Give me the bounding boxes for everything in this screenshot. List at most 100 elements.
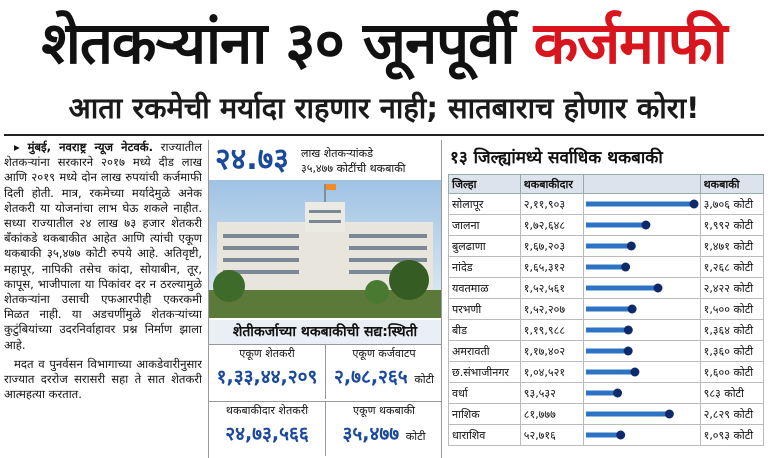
- bar-chart: [585, 409, 674, 419]
- amount-dot: [664, 409, 674, 419]
- defaulter-count: ९३,५३२: [519, 382, 584, 404]
- defaulter-count: ८१,७७७: [519, 403, 584, 425]
- table-row: परभणी १,५२,२०७ १,५०० कोटी: [448, 298, 765, 320]
- amount-dot: [620, 262, 630, 272]
- headline: शेतकऱ्यांना ३० जूनपूर्वी कर्जमाफी: [0, 0, 768, 86]
- building-photo: [209, 180, 441, 318]
- bar-cell: [582, 340, 701, 362]
- subheadline: आता रकमेची मर्यादा राहणार नाही; सातबाराच…: [68, 91, 700, 125]
- header-cell: थकबाकी: [699, 174, 765, 194]
- highlight-number: २४.७३: [215, 142, 289, 177]
- defaulter-count: १,६५,३१२: [519, 256, 584, 278]
- status-label: एकूण थकबाकी: [353, 404, 415, 417]
- defaulter-count: १,०४,५२१: [519, 361, 584, 383]
- status-value: २,७८,२६५ कोटी: [326, 363, 442, 394]
- amount-dot: [627, 304, 637, 314]
- amount-dot: [653, 283, 663, 293]
- headline-red: कर्जमाफी: [533, 9, 728, 77]
- bar-chart: [585, 346, 633, 356]
- bar-chart: [585, 325, 633, 335]
- defaulter-count: १,५२,५६१: [519, 277, 584, 299]
- article: ▸ मुंबई, नवराष्ट्र न्यूज नेटवर्क. राज्या…: [4, 140, 202, 458]
- table-body: सोलापूर २,११,९०३ ३,७०६ कोटी जालना १,७२,६४८ १,…: [448, 193, 765, 446]
- bar-chart: [585, 283, 663, 293]
- bar-chart: [585, 199, 699, 209]
- defaulter-count: १,७२,६४८: [519, 214, 584, 236]
- district-name: छ.संभाजीनगर: [448, 361, 521, 383]
- status-cell: एकूण शेतकरी १,३३,४४,२०९: [209, 344, 325, 399]
- bar-cell: [582, 193, 701, 215]
- table-row: सोलापूर २,११,९०३ ३,७०६ कोटी: [448, 193, 765, 215]
- status-value: २४,७३,५६६: [209, 420, 325, 448]
- paragraph: मदत व पुनर्वसन विभागाच्या आकडेवारीनुसार …: [4, 356, 202, 402]
- amount-label: १,३६४ कोटी: [699, 319, 765, 341]
- bar-chart: [585, 262, 630, 272]
- bar-cell: [582, 214, 701, 236]
- defaulter-count: १,६७,२०३: [519, 235, 584, 257]
- table-row: धाराशिव ५२,७१६ १,०९३ कोटी: [448, 424, 765, 446]
- bar-chart: [585, 388, 622, 398]
- amount-label: २,८२९ कोटी: [699, 403, 765, 425]
- district-name: वर्धा: [448, 382, 521, 404]
- bar-cell: [582, 319, 701, 341]
- district-name: यवतमाळ: [448, 277, 521, 299]
- table-row: जालना १,७२,६४८ १,९९२ कोटी: [448, 214, 765, 236]
- amount-dot: [629, 367, 639, 377]
- bar-cell: [582, 382, 701, 404]
- bar-chart: [585, 367, 639, 377]
- defaulter-count: १,१७,४०२: [519, 340, 584, 362]
- amount-label: १,४७१ कोटी: [699, 235, 765, 257]
- paragraph: ▸ मुंबई, नवराष्ट्र न्यूज नेटवर्क. राज्या…: [4, 140, 202, 352]
- status-value: १,३३,४४,२०९: [209, 363, 325, 391]
- amount-label: १,६०० कोटी: [699, 361, 765, 383]
- district-table: जिल्हा थकबाकीदार थकबाकी सोलापूर २,११,९०३ ३…: [448, 174, 765, 446]
- district-name: धाराशिव: [448, 424, 521, 446]
- header-row: जिल्हा थकबाकीदार थकबाकी: [448, 174, 765, 194]
- bar-chart: [585, 304, 637, 314]
- status-label: एकूण कर्जवाटप: [352, 347, 416, 360]
- table-row: छ.संभाजीनगर १,०४,५२१ १,६०० कोटी: [448, 361, 765, 383]
- header-cell: थकबाकीदार: [519, 174, 584, 194]
- status-cell: एकूण कर्जवाटप २,७८,२६५ कोटी: [325, 344, 442, 399]
- amount-label: ९८३ कोटी: [699, 382, 765, 404]
- district-name: अमरावती: [448, 340, 521, 362]
- rule: [4, 134, 764, 136]
- amount-dot: [640, 220, 650, 230]
- status-number: १,३३,४४,२०९: [216, 366, 318, 388]
- bar-chart: [585, 241, 636, 251]
- amount-dot: [612, 388, 622, 398]
- bar-cell: [582, 424, 701, 446]
- status-number: २४,७३,५६६: [225, 423, 309, 445]
- amount-dot: [689, 199, 699, 209]
- table-row: बुलढाणा १,६७,२०३ १,४७१ कोटी: [448, 235, 765, 257]
- amount-label: १,०९३ कोटी: [699, 424, 765, 446]
- district-name: जालना: [448, 214, 521, 236]
- bar-chart: [585, 220, 650, 230]
- amount-label: १,९९२ कोटी: [699, 214, 765, 236]
- status-cell: एकूण थकबाकी ३५,४७७ कोटी: [325, 401, 442, 456]
- district-name: नांदेड: [448, 256, 521, 278]
- amount-dot: [623, 325, 633, 335]
- amount-dot: [623, 346, 633, 356]
- table-row: बीड १,१९,९८८ १,३६४ कोटी: [448, 319, 765, 341]
- defaulter-count: १,१९,९८८: [519, 319, 584, 341]
- amount-label: १,५०० कोटी: [699, 298, 765, 320]
- district-name: नाशिक: [448, 403, 521, 425]
- status-title: शेतीकर्जाच्या थकबाकीची सद्य:स्थिती: [209, 320, 441, 344]
- bar-cell: [582, 235, 701, 257]
- defaulter-count: २,११,९०३: [519, 193, 584, 215]
- bar-cell: [582, 298, 701, 320]
- highlight-text: लाख शेतकऱ्यांकडे ३५,४७७ कोटींची थकबाकी: [301, 146, 406, 176]
- amount-label: ३,७०६ कोटी: [699, 193, 765, 215]
- amount-label: १,३६० कोटी: [699, 340, 765, 362]
- status-label: एकूण शेतकरी: [239, 347, 295, 360]
- district-panel: १३ जिल्ह्यांमध्ये सर्वाधिक थकबाकी जिल्हा…: [446, 140, 766, 458]
- status-value: ३५,४७७ कोटी: [326, 420, 442, 451]
- status-number: २,७८,२६५: [333, 366, 408, 388]
- status-unit: कोटी: [405, 430, 426, 443]
- district-name: सोलापूर: [448, 193, 521, 215]
- table-row: नाशिक ८१,७७७ २,८२९ कोटी: [448, 403, 765, 425]
- dateline: मुंबई, नवराष्ट्र न्यूज नेटवर्क.: [27, 140, 153, 154]
- bar-cell: [582, 403, 701, 425]
- bar-cell: [582, 361, 701, 383]
